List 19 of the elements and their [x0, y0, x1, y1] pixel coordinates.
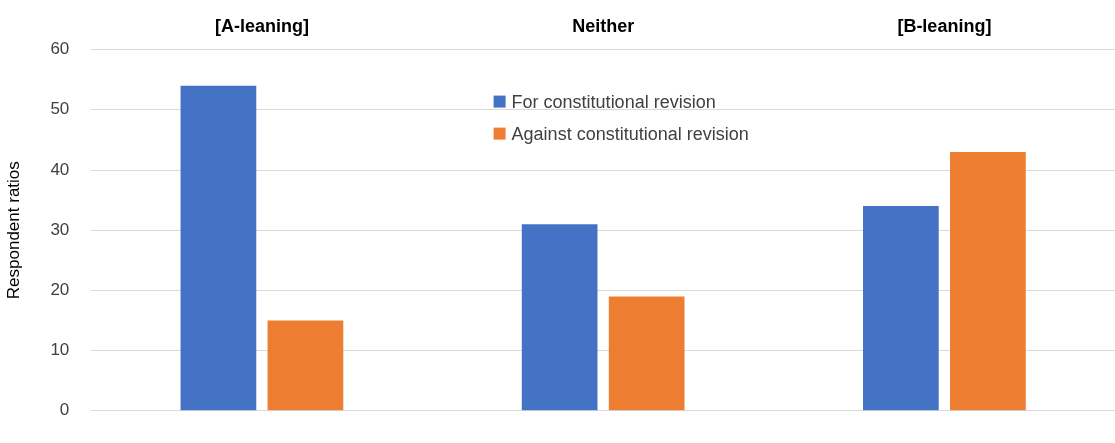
y-tick-label: 20: [50, 280, 70, 300]
bar: [608, 296, 685, 411]
x-tick-label: [B-leaning]: [897, 15, 992, 36]
bar: [950, 151, 1026, 411]
y-axis-title: Respondent ratios: [3, 161, 23, 300]
legend-label: For constitutional revision: [511, 91, 716, 112]
bar: [267, 320, 344, 411]
y-tick-label: 50: [50, 99, 70, 119]
bar: [863, 206, 939, 411]
legend-label: Against constitutional revision: [511, 123, 749, 144]
x-tick-label: [A-leaning]: [214, 15, 309, 36]
x-tick-label: Neither: [572, 15, 635, 36]
y-tick-label: 0: [59, 400, 70, 420]
y-tick-label: 10: [50, 340, 70, 360]
y-tick-label: 40: [50, 159, 70, 179]
y-tick-label: 60: [50, 39, 70, 59]
bar: [521, 224, 598, 411]
y-tick-label: 30: [50, 219, 70, 239]
bar: [180, 85, 257, 411]
